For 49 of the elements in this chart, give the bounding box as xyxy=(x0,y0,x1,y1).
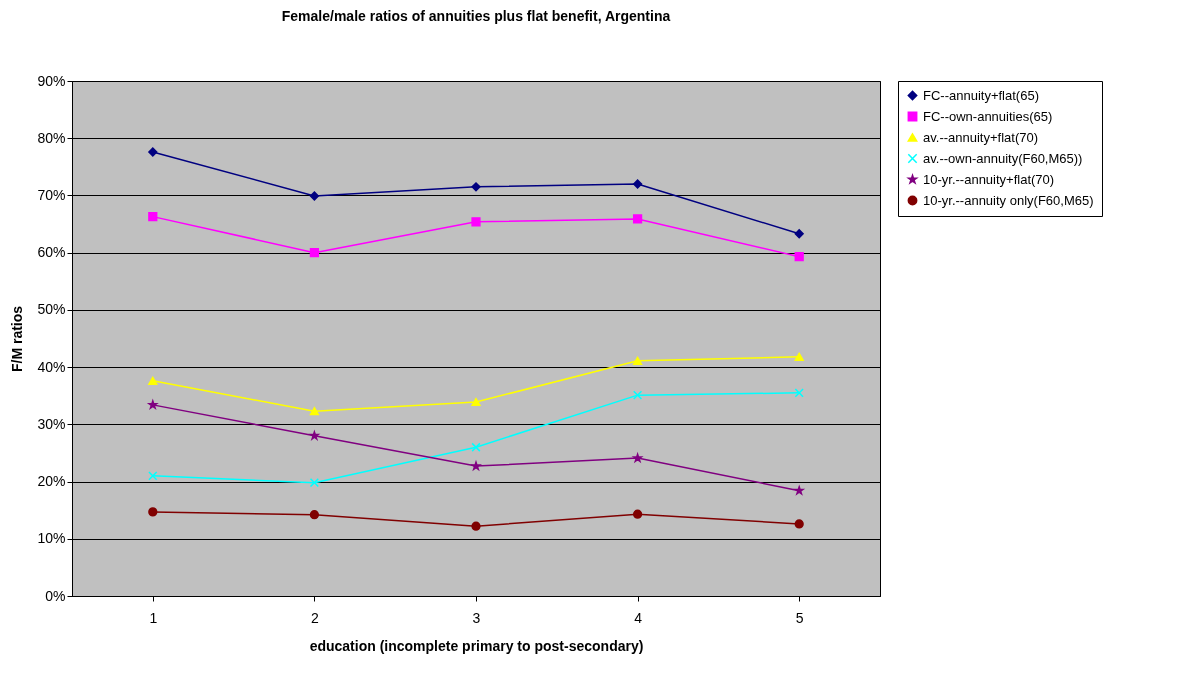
y-tick-label: 60% xyxy=(37,244,66,261)
point xyxy=(471,442,481,452)
x-tick-label: 2 xyxy=(311,609,319,626)
x-tick-label: 3 xyxy=(472,609,481,626)
point xyxy=(309,248,320,258)
point xyxy=(794,388,804,398)
point xyxy=(309,191,320,201)
x-tick-label: 4 xyxy=(634,609,643,626)
point xyxy=(794,229,804,239)
point xyxy=(148,211,158,222)
point xyxy=(632,214,643,224)
legend-label: av.--own-annuity(F60,M65)) xyxy=(923,150,1083,166)
point xyxy=(471,182,481,192)
legend-label: FC--annuity+flat(65) xyxy=(923,87,1039,103)
x-tick-label: 5 xyxy=(795,609,804,626)
point xyxy=(794,252,804,262)
point xyxy=(632,509,643,519)
point xyxy=(309,478,320,488)
point xyxy=(794,352,804,361)
legend-label: 10-yr.--annuity only(F60,M65) xyxy=(923,192,1094,208)
legend-label: av.--annuity+flat(70) xyxy=(923,129,1039,145)
x-tick-label: 1 xyxy=(149,609,158,626)
point xyxy=(148,147,158,157)
point xyxy=(309,510,320,520)
y-tick-label: 90% xyxy=(37,72,66,89)
point xyxy=(632,390,643,400)
y-tick-label: 70% xyxy=(37,186,66,203)
chart-title: Female/male ratios of annuities plus flat benefit, Argentina xyxy=(281,8,671,24)
legend-label: 10-yr.--annuity+flat(70) xyxy=(923,171,1055,187)
y-tick-label: 40% xyxy=(37,358,66,375)
y-axis-title: F/M ratios xyxy=(9,305,26,373)
point xyxy=(148,507,158,517)
y-tick-label: 10% xyxy=(37,530,66,547)
y-tick-label: 50% xyxy=(37,301,66,318)
point xyxy=(471,217,481,227)
x-axis-title: education (incomplete primary to post-secondary) xyxy=(309,637,644,654)
point xyxy=(471,521,481,531)
point xyxy=(148,471,158,481)
y-tick-label: 30% xyxy=(37,415,66,432)
y-tick-label: 80% xyxy=(37,129,66,146)
legend-label: FC--own-annuities(65) xyxy=(923,108,1053,124)
point xyxy=(632,356,643,365)
point xyxy=(632,179,643,189)
y-tick-label: 20% xyxy=(37,473,66,490)
y-tick-label: 0% xyxy=(45,587,66,604)
point xyxy=(148,376,158,385)
point xyxy=(471,397,481,407)
point xyxy=(309,407,320,416)
point xyxy=(794,519,804,529)
